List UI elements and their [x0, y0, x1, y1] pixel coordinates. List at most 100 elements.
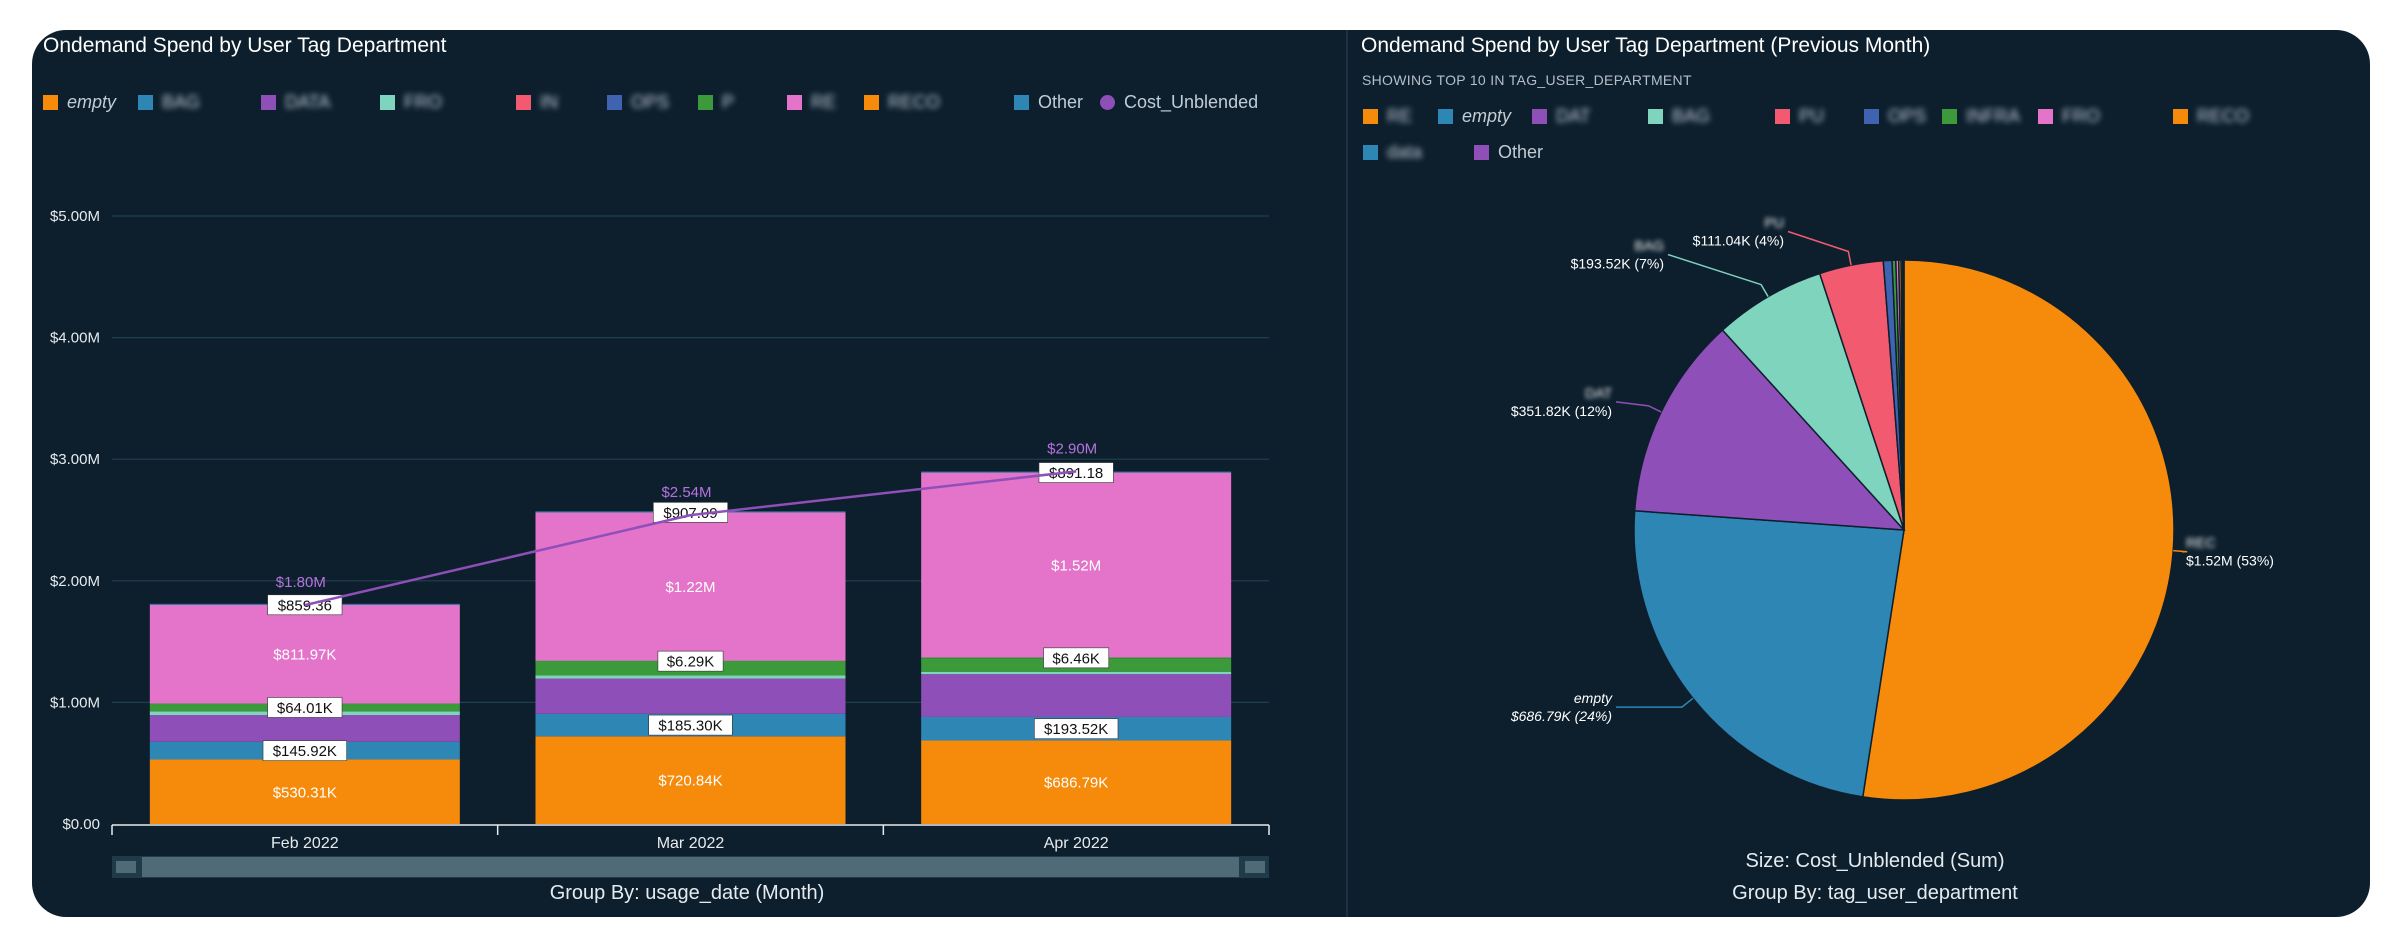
data-label-box — [267, 697, 343, 718]
dashboard-frame: Ondemand Spend by User Tag Department em… — [32, 30, 2370, 917]
left-legend-item[interactable]: DATA — [261, 92, 330, 113]
legend-swatch — [698, 95, 713, 110]
data-label: $6.29K — [667, 654, 715, 671]
left-legend-item[interactable]: FRO — [380, 92, 442, 113]
data-label: $686.79K — [1044, 775, 1108, 792]
bar-segment[interactable] — [149, 759, 460, 824]
legend-label: Other — [1498, 142, 1544, 162]
pie-leader-line — [1615, 401, 1662, 413]
right-legend-item[interactable]: INFRA — [1942, 106, 2020, 127]
scrollbar-left-handle[interactable] — [116, 861, 136, 873]
left-legend-item[interactable]: P — [698, 92, 734, 113]
pie-size-label: Size: Cost_Unblended (Sum) — [1745, 850, 2005, 872]
legend-label: FRO — [2062, 106, 2100, 126]
pie-slice[interactable] — [1633, 510, 1905, 798]
pie-slice-name: PU — [1765, 215, 1784, 231]
stacked-bar-chart[interactable]: $0.00 $1.00M $2.00M $3.00M $4.00M $5.00M Feb 2… — [32, 30, 1346, 917]
right-legend-item[interactable]: BAG — [1648, 106, 1710, 127]
bar-segment[interactable] — [535, 512, 846, 661]
right-legend-item[interactable]: data — [1363, 142, 1422, 163]
bar-segment[interactable] — [535, 678, 846, 714]
legend-label: BAG — [162, 92, 201, 112]
bar-segment[interactable] — [535, 675, 846, 679]
legend-swatch — [261, 95, 276, 110]
bar-segment[interactable] — [921, 674, 1232, 717]
legend-label: INFRA — [1966, 106, 2020, 126]
right-legend-item[interactable]: DAT — [1532, 106, 1591, 127]
left-legend-item[interactable]: Cost_Unblended — [1100, 92, 1258, 113]
right-group-by-label: Group By: tag_user_department — [1732, 882, 2018, 904]
data-label: $1.52M — [1051, 558, 1101, 575]
data-label: $64.01K — [277, 700, 333, 717]
pie-slice-name: DAT — [1585, 385, 1612, 401]
legend-label: Cost_Unblended — [1124, 92, 1259, 112]
left-legend-item[interactable]: BAG — [138, 92, 200, 113]
left-legend-item[interactable]: empty — [43, 92, 116, 113]
right-panel-title: Ondemand Spend by User Tag Department (P… — [1361, 34, 1931, 57]
x-tick-label: Feb 2022 — [271, 835, 339, 852]
pie-leader-line — [1667, 253, 1769, 298]
right-legend-item[interactable]: OPS — [1864, 106, 1926, 127]
left-legend-item[interactable]: RE — [787, 92, 836, 113]
line-point-label: $1.80M — [276, 574, 326, 591]
pie-leader-line — [1616, 697, 1694, 708]
pie-slice-value: $193.52K (7%) — [1571, 256, 1664, 272]
data-label: $891.18 — [1049, 465, 1103, 482]
legend-swatch — [1864, 109, 1879, 124]
legend-swatch — [1474, 145, 1489, 160]
right-legend-item[interactable]: FRO — [2038, 106, 2100, 127]
pie-slice[interactable] — [1721, 272, 1905, 531]
data-label-box — [1043, 647, 1110, 669]
legend-label: RE — [811, 92, 837, 112]
pie-slice-name: BAG — [1634, 238, 1664, 254]
data-label: $530.31K — [273, 784, 337, 801]
data-label-box — [652, 502, 728, 523]
legend-swatch — [1100, 95, 1115, 110]
legend-swatch — [516, 95, 531, 110]
line-point-label: $2.54M — [661, 484, 711, 501]
bar-segment[interactable] — [921, 671, 1232, 675]
bar-segment[interactable] — [535, 736, 846, 824]
pie-chart[interactable]: REC $1.52M (53%) empty $686.79K (24%) DAT $35… — [1348, 30, 2370, 917]
legend-swatch — [380, 95, 395, 110]
right-legend-item[interactable]: empty — [1438, 106, 1511, 127]
bar-segment[interactable] — [149, 604, 460, 704]
scrollbar-thumb[interactable] — [142, 857, 1239, 877]
pie-slice-value: $1.52M (53%) — [2186, 553, 2274, 569]
line-point-label: $2.90M — [1047, 440, 1097, 457]
data-label: $811.97K — [273, 647, 336, 664]
left-legend-item[interactable]: IN — [516, 92, 558, 113]
pie-slice[interactable] — [1902, 259, 1905, 531]
pie-slice[interactable] — [1633, 329, 1906, 531]
legend-label: data — [1387, 142, 1423, 162]
legend-swatch — [1532, 109, 1547, 124]
pie-slice[interactable] — [1861, 259, 2175, 801]
legend-swatch — [1363, 109, 1378, 124]
scrollbar-right-handle[interactable] — [1245, 861, 1265, 873]
pie-leader-line — [1787, 230, 1852, 266]
pie-slice-value: $111.04K (4%) — [1693, 233, 1784, 249]
left-legend-item[interactable]: Other — [1014, 92, 1083, 113]
x-tick-label: Mar 2022 — [657, 835, 725, 852]
legend-label: OPS — [1888, 106, 1927, 126]
bar-segment[interactable] — [149, 715, 460, 742]
bar-segment[interactable] — [921, 740, 1232, 824]
bar-segment[interactable] — [921, 472, 1232, 658]
legend-label: BAG — [1672, 106, 1711, 126]
cost-unblended-line[interactable] — [304, 470, 1077, 607]
legend-swatch — [607, 95, 622, 110]
legend-swatch — [864, 95, 879, 110]
y-tick-label: $4.00M — [50, 330, 100, 347]
right-legend-item[interactable]: PU — [1775, 106, 1824, 127]
right-legend-item[interactable]: RE — [1363, 106, 1412, 127]
legend-label: empty — [1462, 106, 1512, 126]
legend-label: RE — [1387, 106, 1413, 126]
left-legend-item[interactable]: OPS — [607, 92, 669, 113]
right-legend-item[interactable]: Other — [1474, 142, 1543, 163]
legend-swatch — [787, 95, 802, 110]
pie-slice-value: $351.82K (12%) — [1511, 403, 1612, 419]
left-legend-item[interactable]: RECO — [864, 92, 940, 113]
pie-slice-value: $686.79K (24%) — [1510, 708, 1612, 724]
pie-leader-line — [2173, 549, 2188, 553]
right-legend-item[interactable]: RECO — [2173, 106, 2249, 127]
